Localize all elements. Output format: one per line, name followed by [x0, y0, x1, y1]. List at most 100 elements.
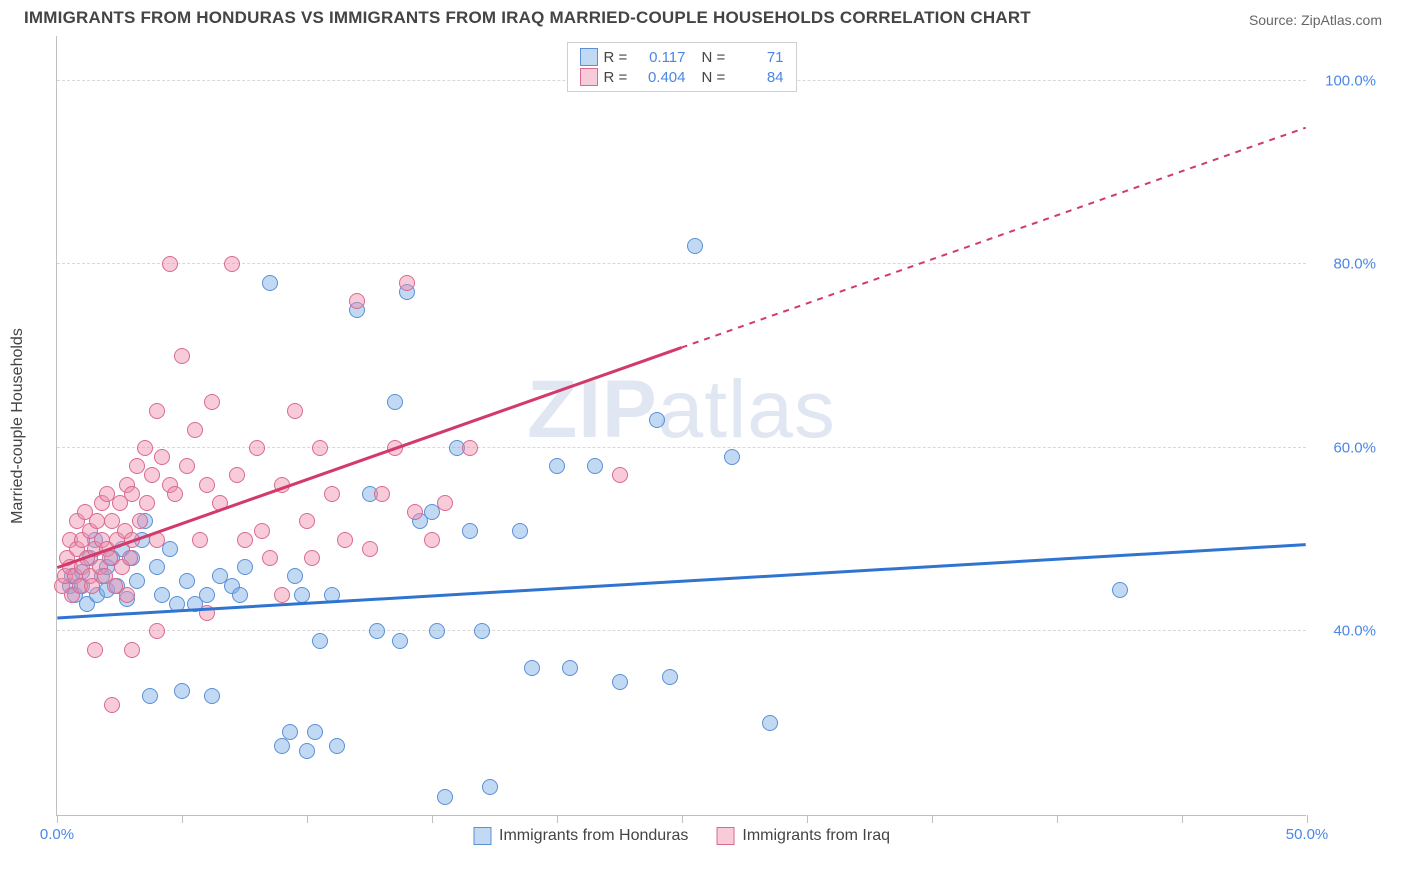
data-point-honduras — [299, 743, 315, 759]
data-point-iraq — [324, 486, 340, 502]
data-point-iraq — [132, 513, 148, 529]
data-point-iraq — [287, 403, 303, 419]
legend-series-item: Immigrants from Iraq — [716, 827, 890, 845]
data-point-honduras — [392, 633, 408, 649]
data-point-iraq — [229, 467, 245, 483]
data-point-honduras — [482, 779, 498, 795]
data-point-honduras — [204, 688, 220, 704]
data-point-honduras — [524, 660, 540, 676]
x-tick — [1182, 815, 1183, 823]
data-point-iraq — [137, 440, 153, 456]
legend-series-label: Immigrants from Honduras — [499, 827, 688, 845]
data-point-honduras — [512, 523, 528, 539]
x-tick — [557, 815, 558, 823]
data-point-iraq — [399, 275, 415, 291]
data-point-iraq — [312, 440, 328, 456]
data-point-iraq — [162, 256, 178, 272]
legend-n-label: N = — [702, 49, 730, 66]
data-point-honduras — [587, 458, 603, 474]
data-point-honduras — [387, 394, 403, 410]
data-point-honduras — [462, 523, 478, 539]
data-point-honduras — [199, 587, 215, 603]
data-point-honduras — [562, 660, 578, 676]
data-point-honduras — [287, 568, 303, 584]
data-point-honduras — [237, 559, 253, 575]
data-point-honduras — [324, 587, 340, 603]
data-point-honduras — [282, 724, 298, 740]
data-point-iraq — [204, 394, 220, 410]
data-point-iraq — [249, 440, 265, 456]
data-point-iraq — [387, 440, 403, 456]
legend-n-value: 84 — [736, 69, 784, 86]
data-point-iraq — [299, 513, 315, 529]
data-point-honduras — [329, 738, 345, 754]
data-point-honduras — [294, 587, 310, 603]
x-tick — [807, 815, 808, 823]
data-point-iraq — [192, 532, 208, 548]
gridline — [57, 630, 1306, 631]
x-tick — [57, 815, 58, 823]
data-point-iraq — [274, 477, 290, 493]
scatter-plot: ZIPatlas R =0.117N =71R =0.404N =84 Immi… — [56, 36, 1306, 816]
data-point-iraq — [187, 422, 203, 438]
data-point-iraq — [362, 541, 378, 557]
legend-n-value: 71 — [736, 49, 784, 66]
x-tick-label: 0.0% — [40, 826, 74, 843]
x-tick — [682, 815, 683, 823]
data-point-honduras — [474, 623, 490, 639]
data-point-iraq — [149, 403, 165, 419]
data-point-honduras — [274, 738, 290, 754]
data-point-honduras — [369, 623, 385, 639]
title-bar: IMMIGRANTS FROM HONDURAS VS IMMIGRANTS F… — [0, 0, 1406, 32]
data-point-iraq — [124, 486, 140, 502]
data-point-honduras — [762, 715, 778, 731]
data-point-iraq — [212, 495, 228, 511]
data-point-honduras — [262, 275, 278, 291]
legend-swatch — [580, 48, 598, 66]
data-point-iraq — [237, 532, 253, 548]
data-point-iraq — [87, 642, 103, 658]
data-point-honduras — [724, 449, 740, 465]
y-tick-label: 80.0% — [1316, 256, 1376, 273]
data-point-iraq — [424, 532, 440, 548]
trend-lines — [57, 36, 1306, 815]
data-point-honduras — [612, 674, 628, 690]
data-point-iraq — [139, 495, 155, 511]
data-point-iraq — [124, 532, 140, 548]
data-point-iraq — [122, 550, 138, 566]
data-point-honduras — [312, 633, 328, 649]
data-point-honduras — [1112, 582, 1128, 598]
data-point-iraq — [199, 605, 215, 621]
data-point-honduras — [307, 724, 323, 740]
data-point-iraq — [154, 449, 170, 465]
x-tick — [307, 815, 308, 823]
legend-series-item: Immigrants from Honduras — [473, 827, 688, 845]
data-point-honduras — [169, 596, 185, 612]
data-point-honduras — [232, 587, 248, 603]
data-point-iraq — [437, 495, 453, 511]
data-point-iraq — [274, 587, 290, 603]
data-point-honduras — [142, 688, 158, 704]
data-point-iraq — [104, 697, 120, 713]
data-point-honduras — [437, 789, 453, 805]
legend-swatch — [473, 827, 491, 845]
data-point-iraq — [612, 467, 628, 483]
chart-wrap: Married-couple Households ZIPatlas R =0.… — [56, 36, 1382, 816]
data-point-iraq — [262, 550, 278, 566]
legend-r-value: 0.117 — [638, 49, 686, 66]
legend-swatch — [716, 827, 734, 845]
data-point-iraq — [174, 348, 190, 364]
gridline — [57, 263, 1306, 264]
y-tick-label: 60.0% — [1316, 439, 1376, 456]
y-tick-label: 40.0% — [1316, 623, 1376, 640]
data-point-iraq — [254, 523, 270, 539]
data-point-iraq — [349, 293, 365, 309]
legend-swatch — [580, 68, 598, 86]
x-tick — [932, 815, 933, 823]
watermark: ZIPatlas — [527, 363, 836, 457]
data-point-honduras — [687, 238, 703, 254]
legend-correlation: R =0.117N =71R =0.404N =84 — [567, 42, 797, 92]
y-axis-label: Married-couple Households — [9, 328, 27, 524]
data-point-iraq — [89, 513, 105, 529]
x-tick — [182, 815, 183, 823]
